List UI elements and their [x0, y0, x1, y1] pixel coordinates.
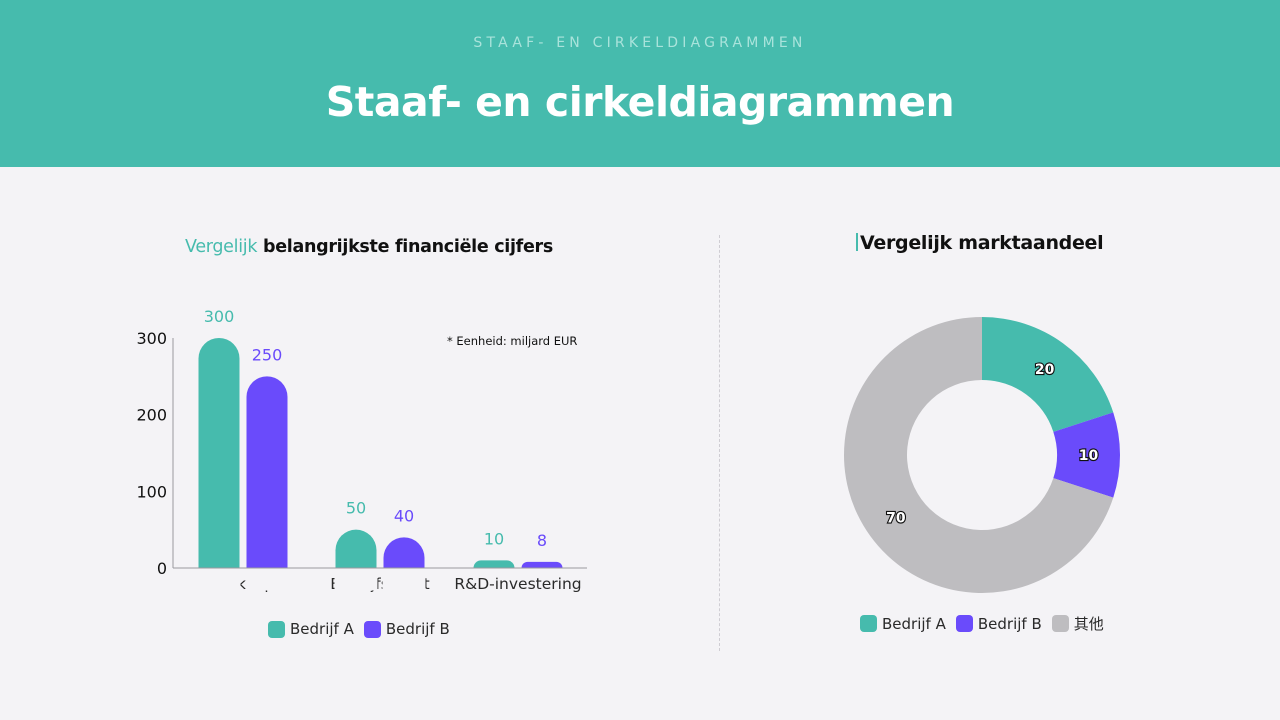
y-tick-label: 0: [157, 559, 167, 578]
legend-item[interactable]: Bedrijf B: [363, 620, 450, 638]
legend-label: Bedrijf A: [290, 620, 354, 638]
legend-swatch-icon: [268, 620, 285, 638]
legend-item[interactable]: Bedrijf B: [955, 614, 1042, 633]
bar-chart-title: Vergelijk belangrijkste financiële cijfe…: [185, 237, 553, 257]
x-category-label: R&D-investering: [454, 575, 581, 593]
legend-item[interactable]: Bedrijf A: [268, 620, 354, 638]
pie-chart-title: Vergelijk marktaandeel: [856, 232, 1104, 254]
header-banner: STAAF- EN CIRKELDIAGRAMMEN Staaf- en cir…: [0, 0, 1280, 167]
header-eyebrow: STAAF- EN CIRKELDIAGRAMMEN: [473, 35, 807, 51]
section-divider: [719, 235, 720, 651]
bar: [383, 537, 425, 589]
bar-mask: [334, 568, 378, 591]
bar-title-accent: Vergelijk: [185, 237, 258, 257]
donut-slice: [982, 317, 1114, 432]
donut-labels: 20 10 70: [885, 361, 1100, 528]
y-tick-label: 100: [136, 482, 167, 501]
donut-value-label: 10: [1079, 448, 1099, 464]
legend-item[interactable]: Bedrijf A: [860, 615, 946, 633]
pie-title-text: Vergelijk marktaandeel: [860, 232, 1104, 254]
bar-chart-bars: 300 250 50 40 10 8: [173, 307, 587, 591]
bar-value-label: 40: [394, 506, 414, 525]
legend-label: Bedrijf B: [385, 620, 450, 638]
donut-slices: [844, 317, 1121, 594]
bar: [246, 376, 288, 589]
text-cursor-icon: [856, 233, 858, 251]
legend-label: Bedrijf A: [882, 614, 946, 633]
page-title: Staaf- en cirkeldiagrammen: [325, 78, 955, 126]
bar-mask: [197, 568, 241, 591]
bar: [198, 338, 240, 589]
bar-mask: [472, 568, 516, 578]
bar-title-rest: belangrijkste financiële cijfers: [257, 237, 554, 257]
bar-chart-legend: Bedrijf A Bedrijf B: [268, 620, 450, 638]
bar-mask: [245, 568, 289, 591]
legend-item[interactable]: 其他: [1051, 613, 1104, 634]
bar-value-label: 50: [346, 499, 366, 518]
unit-note: * Eenheid: miljard EUR: [447, 334, 578, 348]
bar-mask: [520, 568, 564, 577]
bar-value-label: 10: [484, 529, 504, 548]
y-tick-label: 200: [136, 406, 167, 425]
bar-value-label: 300: [204, 307, 235, 326]
donut-slice: [1053, 412, 1121, 498]
bar: [473, 560, 515, 576]
legend-swatch-icon: [363, 620, 381, 638]
x-category-label: Verkoop: [212, 575, 275, 593]
donut-value-label: 20: [1035, 362, 1055, 378]
legend-label: 其他: [1073, 615, 1104, 633]
donut-slice: [844, 317, 1114, 594]
legend-swatch-icon: [860, 615, 877, 632]
legend-swatch-icon: [1051, 615, 1069, 632]
bar-value-label: 8: [537, 531, 547, 550]
bar-mask: [382, 568, 426, 591]
y-tick-label: 300: [136, 329, 167, 348]
x-category-label: Bedrijfswinst: [330, 575, 430, 593]
bar: [521, 561, 563, 575]
donut-chart-legend: Bedrijf A Bedrijf B 其他: [860, 613, 1104, 634]
legend-label: Bedrijf B: [977, 614, 1042, 633]
legend-swatch-icon: [955, 615, 973, 632]
bar: [335, 529, 377, 589]
donut-value-label: 70: [886, 511, 906, 527]
bar-chart-axes: 0 100 200 300 Verkoop Bedrijfswinst R&D-invest…: [136, 329, 587, 593]
bar-value-label: 250: [252, 345, 283, 364]
